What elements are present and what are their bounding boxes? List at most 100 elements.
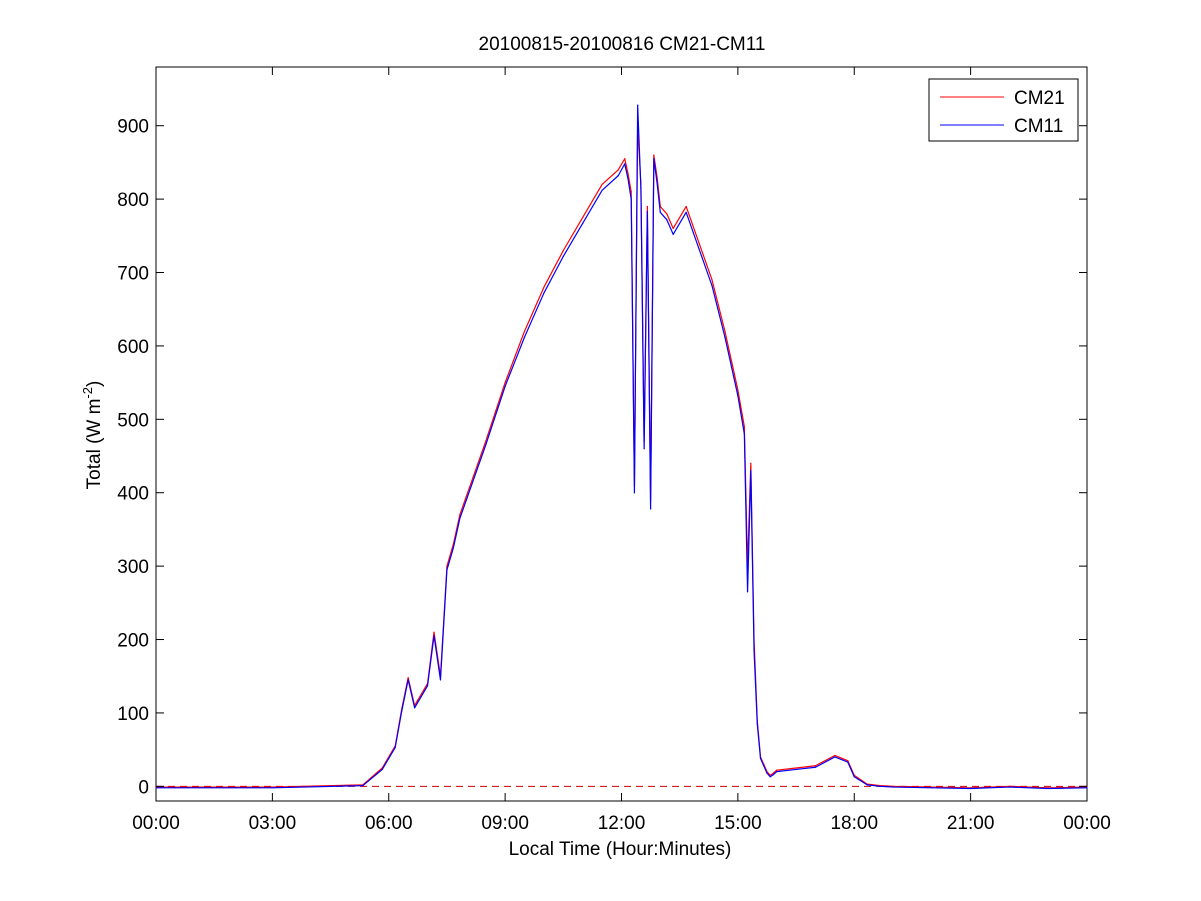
data-point-cm11: [746, 591, 749, 593]
data-point-cm11: [617, 175, 619, 177]
data-point-cm11: [155, 787, 157, 789]
data-point-cm21: [420, 693, 422, 696]
data-point-cm11: [698, 248, 700, 250]
y-axis-label: Total (W m-2): [80, 381, 105, 490]
data-point-cm21: [814, 765, 817, 767]
data-point-cm21: [672, 227, 674, 230]
x-axis-label: Local Time (Hour:Minutes): [509, 839, 732, 860]
data-point-cm11: [931, 787, 933, 789]
data-point-cm11: [795, 768, 797, 771]
data-point-cm21: [685, 205, 687, 208]
series-layer: [155, 104, 1088, 790]
data-point-cm21: [795, 767, 797, 769]
data-point-cm21: [630, 191, 632, 193]
data-point-cm21: [711, 279, 713, 281]
data-point-cm21: [847, 760, 849, 762]
x-tick-label: 15:00: [714, 813, 762, 834]
data-point-cm21: [750, 462, 752, 464]
data-point-cm11: [640, 187, 642, 189]
data-point-cm21: [666, 213, 668, 215]
data-point-cm21: [407, 677, 409, 679]
data-point-cm21: [737, 389, 739, 391]
data-point-cm11: [633, 492, 636, 494]
data-point-cm11: [1086, 787, 1088, 789]
data-point-cm11: [866, 784, 868, 786]
data-point-cm11: [452, 547, 454, 549]
data-point-cm11: [659, 211, 661, 213]
data-point-cm11: [763, 765, 765, 767]
data-point-cm21: [543, 286, 545, 288]
data-point-cm21: [433, 631, 435, 633]
y-axis-label-close: ): [84, 381, 105, 387]
legend-entry-cm11: CM11: [1014, 116, 1063, 137]
data-point-cm11: [562, 255, 564, 257]
x-tick-label: 06:00: [365, 813, 413, 834]
data-point-cm11: [756, 723, 758, 725]
data-point-cm21: [698, 242, 700, 244]
data-point-cm11: [401, 710, 403, 713]
data-point-cm11: [582, 222, 584, 224]
data-point-cm11: [624, 163, 626, 165]
data-point-cm11: [814, 766, 817, 768]
data-point-cm11: [724, 336, 726, 338]
data-point-cm11: [653, 158, 655, 160]
y-axis-label-base: Total (W m: [84, 399, 105, 490]
y-tick-label: 600: [117, 337, 149, 358]
data-point-cm11: [646, 211, 648, 213]
data-point-cm11: [879, 785, 881, 787]
x-tick-label: 00:00: [1063, 813, 1111, 834]
data-point-cm21: [485, 440, 487, 442]
data-point-cm21: [617, 169, 619, 171]
data-point-cm11: [465, 499, 467, 501]
data-point-cm11: [381, 768, 383, 771]
data-point-cm11: [672, 233, 674, 235]
tick-layer: 00:00 03:00 06:00 09:00 12:00 15:00 18:00 21:00…: [117, 67, 1111, 834]
data-point-cm11: [394, 746, 396, 749]
data-point-cm21: [459, 514, 461, 516]
data-point-cm21: [601, 183, 603, 186]
data-point-cm11: [847, 761, 849, 763]
data-point-cm21: [523, 330, 526, 332]
y-tick-label: 500: [117, 410, 149, 431]
data-point-cm11: [504, 385, 506, 387]
y-tick-label: 100: [117, 704, 149, 725]
data-point-cm11: [753, 649, 755, 652]
data-point-cm21: [562, 249, 564, 252]
data-point-cm11: [446, 569, 448, 571]
plot-area: 00:00 03:00 06:00 09:00 12:00 15:00 18:00 21:00…: [117, 66, 1111, 834]
x-tick-label: 00:00: [132, 813, 180, 834]
plot-frame: [155, 66, 1088, 802]
data-point-cm11: [970, 787, 972, 790]
data-point-cm11: [627, 177, 629, 180]
data-point-cm11: [892, 786, 894, 788]
data-point-cm11: [543, 292, 545, 294]
data-point-cm11: [750, 470, 752, 472]
data-point-cm11: [433, 635, 435, 637]
data-point-cm11: [414, 707, 416, 709]
data-point-cm11: [649, 508, 652, 510]
data-point-cm11: [630, 198, 632, 200]
data-point-cm21: [724, 330, 726, 332]
data-point-cm11: [643, 448, 645, 450]
data-point-cm11: [1047, 787, 1049, 790]
data-point-cm11: [601, 189, 603, 191]
y-tick-label: 0: [138, 777, 149, 798]
data-point-cm11: [426, 685, 429, 687]
x-tick-label: 21:00: [947, 813, 995, 834]
data-point-cm21: [446, 565, 448, 567]
data-point-cm11: [1008, 786, 1011, 788]
data-point-cm11: [759, 757, 762, 760]
data-point-cm11: [685, 211, 687, 213]
data-point-cm11: [853, 776, 855, 778]
data-point-cm21: [582, 216, 584, 219]
y-tick-label: 400: [117, 484, 149, 505]
legend-box: [928, 78, 1079, 142]
y-tick-label: 900: [117, 117, 149, 138]
data-point-cm11: [834, 756, 836, 758]
y-tick-label: 700: [117, 264, 149, 285]
data-point-cm11: [737, 395, 739, 397]
x-tick-label: 03:00: [249, 813, 297, 834]
data-point-cm11: [772, 773, 775, 776]
data-point-cm21: [465, 495, 467, 497]
